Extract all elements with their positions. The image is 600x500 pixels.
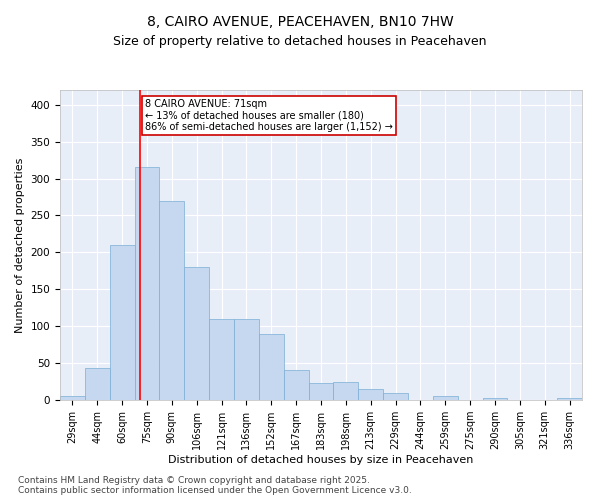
Bar bbox=[184, 267, 209, 400]
Bar bbox=[557, 398, 582, 400]
Text: 8, CAIRO AVENUE, PEACEHAVEN, BN10 7HW: 8, CAIRO AVENUE, PEACEHAVEN, BN10 7HW bbox=[146, 15, 454, 29]
Bar bbox=[482, 398, 508, 400]
Bar bbox=[134, 168, 160, 400]
Y-axis label: Number of detached properties: Number of detached properties bbox=[15, 158, 25, 332]
Bar bbox=[334, 382, 358, 400]
Text: 8 CAIRO AVENUE: 71sqm
← 13% of detached houses are smaller (180)
86% of semi-det: 8 CAIRO AVENUE: 71sqm ← 13% of detached … bbox=[145, 99, 393, 132]
Bar bbox=[259, 334, 284, 400]
Bar bbox=[358, 389, 383, 400]
Bar bbox=[284, 370, 308, 400]
Bar bbox=[160, 200, 184, 400]
Bar bbox=[60, 396, 85, 400]
Bar bbox=[433, 396, 458, 400]
Bar bbox=[308, 383, 334, 400]
Text: Size of property relative to detached houses in Peacehaven: Size of property relative to detached ho… bbox=[113, 35, 487, 48]
Bar bbox=[209, 319, 234, 400]
Bar bbox=[234, 319, 259, 400]
Bar bbox=[85, 368, 110, 400]
Text: Contains HM Land Registry data © Crown copyright and database right 2025.
Contai: Contains HM Land Registry data © Crown c… bbox=[18, 476, 412, 495]
Bar bbox=[383, 392, 408, 400]
X-axis label: Distribution of detached houses by size in Peacehaven: Distribution of detached houses by size … bbox=[169, 455, 473, 465]
Bar bbox=[110, 245, 134, 400]
